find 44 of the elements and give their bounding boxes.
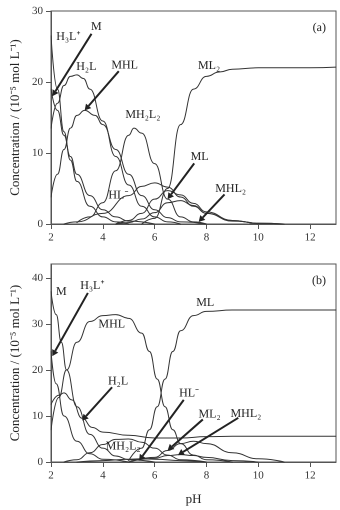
annotation: MHL [111, 57, 138, 72]
annotation: H₂L [76, 58, 96, 73]
y-tick-label: 30 [32, 318, 44, 330]
x-tick-label: 2 [48, 470, 54, 482]
x-tick-label: 12 [304, 470, 316, 482]
y-tick-label: 10 [32, 410, 44, 422]
x-tick-label: 8 [204, 232, 210, 244]
annotation: MHL [98, 316, 126, 331]
annotation: HL⁻ [179, 386, 200, 400]
x-tick-label: 6 [152, 232, 158, 244]
annotation: ML [196, 294, 214, 309]
x-tick-label: 4 [100, 232, 106, 244]
annotation: MHL₂ [215, 180, 246, 195]
y-tick-label: 0 [38, 456, 44, 468]
x-tick-label: 2 [48, 232, 54, 244]
annotation: ML [190, 149, 209, 164]
annotation: H₂L [108, 374, 128, 388]
annotation: ML₂ [198, 406, 221, 420]
y-tick-label: 20 [32, 76, 44, 88]
y-tick-label: 20 [32, 364, 44, 376]
x-tick-label: 8 [204, 470, 210, 482]
annotation: (a) [312, 20, 326, 34]
x-axis-title: pH [186, 491, 202, 506]
x-tick-label: 10 [252, 232, 264, 244]
annotation: (b) [312, 273, 326, 287]
annotation: M [56, 284, 67, 298]
annotation: M [90, 19, 102, 34]
x-tick-label: 10 [252, 470, 264, 482]
y-axis-title: Concentration / (10⁻⁵ mol L⁻¹) [7, 284, 22, 442]
annotation: H₃L⁺ [56, 28, 80, 43]
x-tick-label: 6 [152, 470, 158, 482]
y-tick-label: 40 [32, 272, 44, 284]
annotation: HL⁻ [108, 187, 128, 202]
annotation: MH₂L₂ [106, 438, 141, 452]
y-axis-title: Concentration / (10⁻⁵ mol L⁻¹) [7, 39, 22, 196]
annotation: MHL₂ [230, 406, 262, 420]
annotation: ML₂ [198, 58, 220, 72]
y-tick-label: 10 [32, 147, 44, 159]
annotation: H₃L⁺ [80, 278, 104, 292]
annotation: MH₂L₂ [125, 107, 160, 122]
x-tick-label: 12 [304, 232, 316, 244]
x-tick-label: 4 [100, 470, 106, 482]
y-tick-label: 30 [32, 5, 44, 17]
y-tick-label: 0 [38, 218, 44, 230]
